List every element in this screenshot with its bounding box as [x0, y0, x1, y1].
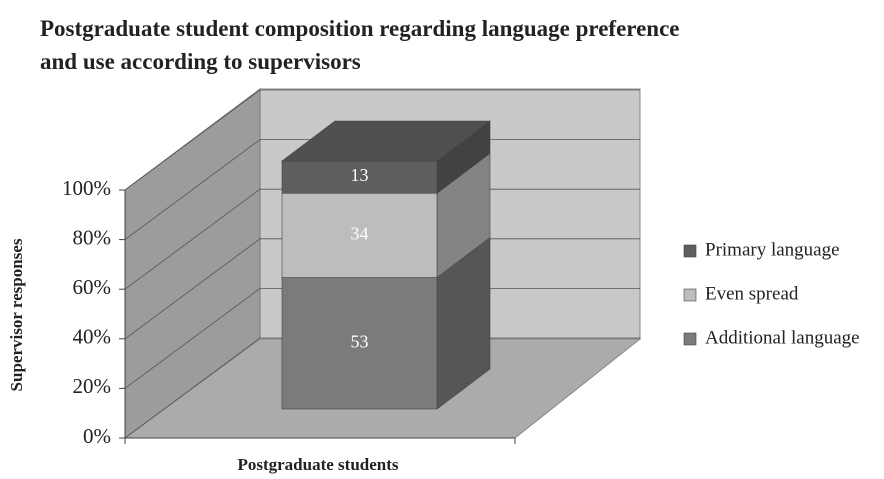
legend-label: Additional language — [705, 327, 860, 348]
legend-swatch — [683, 288, 697, 302]
y-axis-title: Supervisor responses — [7, 238, 26, 391]
y-tick-label: 20% — [73, 374, 112, 398]
bar — [281, 160, 438, 194]
data-label: 34 — [351, 224, 369, 244]
grid-line — [124, 139, 640, 240]
legend-swatch — [683, 332, 697, 346]
y-tick-label: 0% — [83, 424, 111, 448]
legend-swatch — [683, 244, 697, 258]
bar-top — [281, 120, 491, 162]
grid-line — [124, 337, 640, 439]
legend-label: Even spread — [705, 283, 799, 304]
y-tick-label: 60% — [73, 275, 112, 299]
grid-line — [124, 89, 640, 191]
x-axis-title: Postgraduate students — [237, 455, 398, 474]
y-tick-label: 100% — [62, 176, 111, 200]
bar — [281, 277, 438, 410]
data-label: 13 — [351, 165, 369, 185]
y-tick-label: 40% — [73, 325, 112, 349]
grid-line — [124, 287, 640, 389]
y-tick-label: 80% — [73, 225, 112, 249]
chart-title: Postgraduate student composition regardi… — [40, 16, 680, 74]
data-label: 53 — [351, 331, 369, 351]
bar — [281, 192, 438, 278]
legend-label: Primary language — [705, 239, 840, 260]
grid-line — [124, 188, 640, 290]
grid-line — [124, 238, 640, 340]
